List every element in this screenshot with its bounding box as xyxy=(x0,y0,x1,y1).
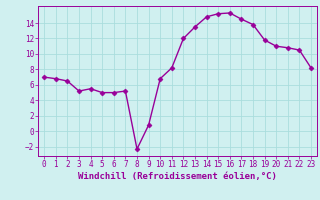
X-axis label: Windchill (Refroidissement éolien,°C): Windchill (Refroidissement éolien,°C) xyxy=(78,172,277,181)
